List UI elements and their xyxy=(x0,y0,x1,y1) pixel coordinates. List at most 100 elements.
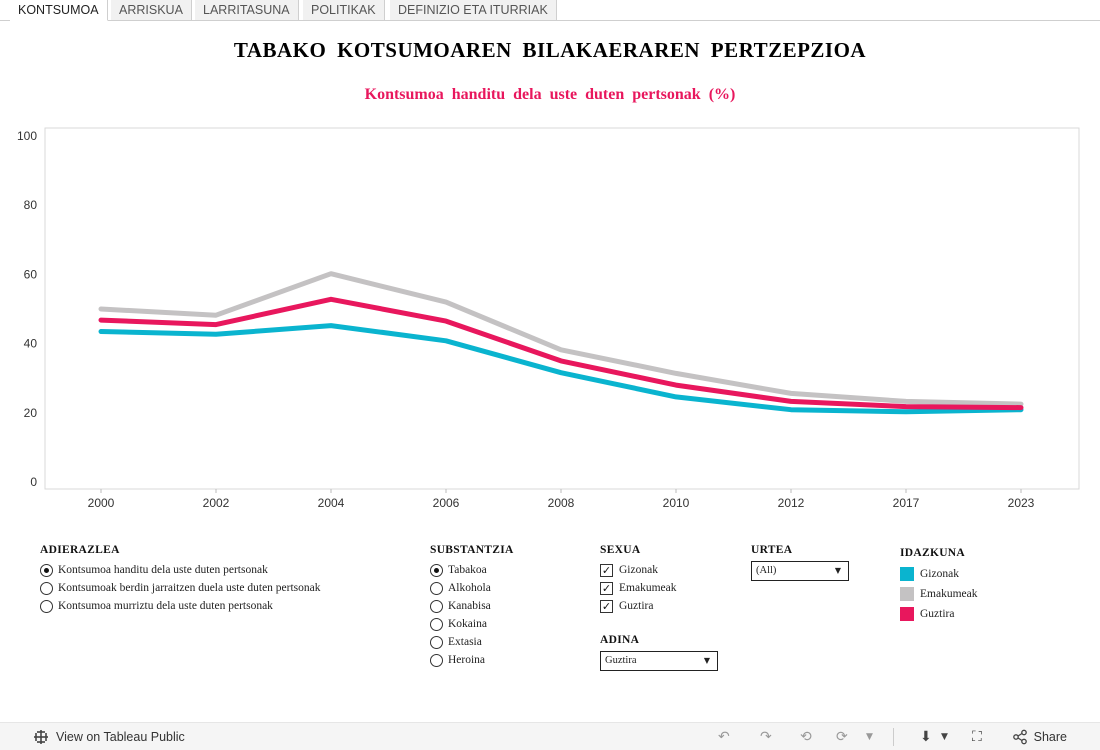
x-tick-label: 2006 xyxy=(433,496,460,510)
legend-label: Guztira xyxy=(920,608,955,620)
adina-title: ADINA xyxy=(600,634,640,646)
legend-title: IDAZKUNA xyxy=(900,547,966,559)
option-label: Kontsumoa murriztu dela uste duten perts… xyxy=(58,600,273,612)
series-line-gizonak xyxy=(98,323,1024,415)
caret-down-icon: ▼ xyxy=(703,656,710,665)
legend-item-emakumeak[interactable]: Emakumeak xyxy=(900,584,1030,604)
adina-dropdown[interactable]: Guztira ▼ xyxy=(600,651,718,671)
radio-icon xyxy=(40,581,53,595)
refresh-dropdown-icon[interactable]: ▼ xyxy=(866,732,873,742)
x-tick-label: 2008 xyxy=(548,496,575,510)
share-button[interactable]: Share xyxy=(1012,723,1067,750)
substantzia-filter: SUBSTANTZIA Tabakoa Alkohola Kanabisa Ko… xyxy=(430,544,570,669)
sexua-title: SEXUA xyxy=(600,544,641,556)
bottom-toolbar: View on Tableau Public ↶ ↷ ⟲ ⟳ ▼ ⬇ ▼ ⛶ S… xyxy=(0,722,1100,750)
legend-item-gizonak[interactable]: Gizonak xyxy=(900,564,1030,584)
substantzia-title: SUBSTANTZIA xyxy=(430,544,514,556)
x-tick-label: 2000 xyxy=(88,496,115,510)
tab-kontsumoa[interactable]: KONTSUMOA xyxy=(10,0,108,21)
plot-frame xyxy=(44,127,1080,490)
option-label: Emakumeak xyxy=(619,582,677,594)
view-on-tableau-public-link[interactable]: View on Tableau Public xyxy=(33,723,185,750)
revert-icon[interactable]: ⟲ xyxy=(800,729,812,745)
legend-swatch xyxy=(900,587,914,601)
substantzia-option-alkohola[interactable]: Alkohola xyxy=(430,579,570,597)
option-label: Kontsumoak berdin jarraitzen duela uste … xyxy=(58,582,321,594)
option-label: Kokaina xyxy=(448,618,487,630)
radio-icon xyxy=(430,617,443,631)
share-icon xyxy=(1012,729,1027,745)
radio-icon xyxy=(430,653,443,667)
sexua-option-emakumeak[interactable]: ✓ Emakumeak xyxy=(600,579,730,597)
fullscreen-icon[interactable]: ⛶ xyxy=(972,729,982,745)
x-tick-label: 2002 xyxy=(203,496,230,510)
y-tick-label: 60 xyxy=(24,267,38,281)
y-tick-label: 0 xyxy=(30,475,37,489)
x-tick-label: 2004 xyxy=(318,496,345,510)
adierazlea-option-berdin[interactable]: Kontsumoak berdin jarraitzen duela uste … xyxy=(40,579,400,597)
urtea-value: (All) xyxy=(756,565,777,576)
substantzia-option-kanabisa[interactable]: Kanabisa xyxy=(430,597,570,615)
option-label: Guztira xyxy=(619,600,654,612)
y-tick-label: 80 xyxy=(24,198,38,212)
sexua-option-guztira[interactable]: ✓ Guztira xyxy=(600,597,730,615)
substantzia-option-extasia[interactable]: Extasia xyxy=(430,633,570,651)
substantzia-option-tabakoa[interactable]: Tabakoa xyxy=(430,561,570,579)
tab-politikak[interactable]: POLITIKAK xyxy=(303,0,385,21)
urtea-dropdown[interactable]: (All) ▼ xyxy=(751,561,849,581)
checkbox-checked-icon: ✓ xyxy=(600,599,613,613)
checkbox-checked-icon: ✓ xyxy=(600,581,613,595)
legend: IDAZKUNA Gizonak Emakumeak Guztira xyxy=(900,547,1030,624)
refresh-icon[interactable]: ⟳ xyxy=(836,729,848,745)
adierazlea-filter: ADIERAZLEA Kontsumoa handitu dela uste d… xyxy=(40,544,400,615)
radio-icon xyxy=(430,581,443,595)
series-line-guztira xyxy=(98,296,1024,411)
download-dropdown-icon[interactable]: ▼ xyxy=(941,732,948,742)
download-icon[interactable]: ⬇ xyxy=(920,729,932,745)
tab-bar: KONTSUMOA ARRISKUA LARRITASUNA POLITIKAK… xyxy=(0,0,1100,21)
y-tick-label: 40 xyxy=(24,337,38,351)
y-tick-label: 100 xyxy=(17,129,37,143)
legend-label: Emakumeak xyxy=(920,588,978,600)
y-tick-label: 20 xyxy=(24,406,38,420)
series-line-emakumeak xyxy=(98,271,1024,407)
x-tick-label: 2017 xyxy=(893,496,920,510)
tab-definizio-eta-iturriak[interactable]: DEFINIZIO ETA ITURRIAK xyxy=(390,0,557,21)
sexua-option-gizonak[interactable]: ✓ Gizonak xyxy=(600,561,730,579)
substantzia-option-heroina[interactable]: Heroina xyxy=(430,651,570,669)
adina-filter: ADINA Guztira ▼ xyxy=(600,634,730,671)
radio-selected-icon xyxy=(40,563,53,577)
checkbox-checked-icon: ✓ xyxy=(600,563,613,577)
x-tick-label: 2023 xyxy=(1008,496,1035,510)
adierazlea-option-handitu[interactable]: Kontsumoa handitu dela uste duten pertso… xyxy=(40,561,400,579)
substantzia-option-kokaina[interactable]: Kokaina xyxy=(430,615,570,633)
tab-larritasuna[interactable]: LARRITASUNA xyxy=(195,0,299,21)
adina-value: Guztira xyxy=(605,655,637,666)
share-label: Share xyxy=(1033,730,1067,744)
tableau-logo-icon xyxy=(34,730,48,744)
option-label: Kontsumoa handitu dela uste duten pertso… xyxy=(58,564,268,576)
line-chart[interactable]: 100 80 60 40 20 0 2000 2002 2004 2006 2008 2010 2012… xyxy=(0,120,1100,520)
legend-swatch xyxy=(900,567,914,581)
toolbar-divider xyxy=(893,728,894,746)
urtea-filter: URTEA (All) ▼ xyxy=(751,544,861,581)
option-label: Extasia xyxy=(448,636,482,648)
legend-item-guztira[interactable]: Guztira xyxy=(900,604,1030,624)
option-label: Alkohola xyxy=(448,582,491,594)
x-tick-label: 2010 xyxy=(663,496,690,510)
tab-arriskua[interactable]: ARRISKUA xyxy=(111,0,192,21)
legend-label: Gizonak xyxy=(920,568,959,580)
urtea-title: URTEA xyxy=(751,544,793,556)
radio-icon xyxy=(430,635,443,649)
option-label: Kanabisa xyxy=(448,600,491,612)
adierazlea-title: ADIERAZLEA xyxy=(40,544,120,556)
undo-icon[interactable]: ↶ xyxy=(718,729,730,745)
adierazlea-option-murriztu[interactable]: Kontsumoa murriztu dela uste duten perts… xyxy=(40,597,400,615)
caret-down-icon: ▼ xyxy=(834,566,841,575)
option-label: Heroina xyxy=(448,654,486,666)
page-title: TABAKO KOTSUMOAREN BILAKAERAREN PERTZEPZ… xyxy=(233,38,867,62)
x-tick-label: 2012 xyxy=(778,496,805,510)
redo-icon[interactable]: ↷ xyxy=(760,729,772,745)
option-label: Gizonak xyxy=(619,564,658,576)
chart-title: Kontsumoa handitu dela uste duten pertso… xyxy=(364,86,736,103)
